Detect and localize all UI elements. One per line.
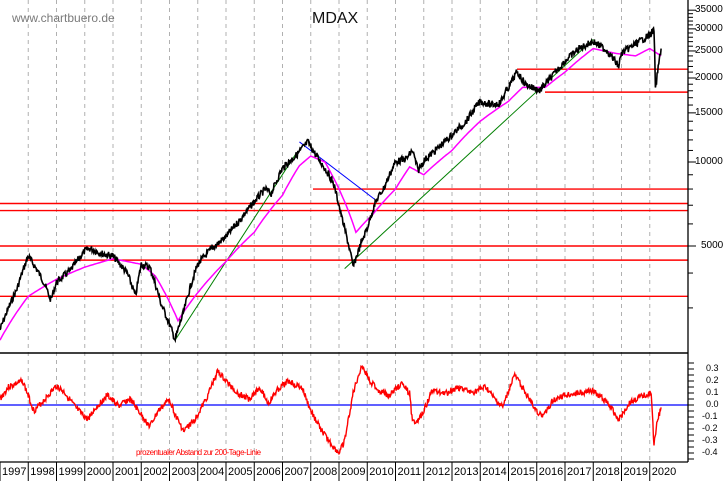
- indicator-tick-label: 0.2: [706, 375, 719, 385]
- x-tick-label: 2020: [651, 466, 677, 478]
- x-tick-label: 2015: [510, 466, 535, 478]
- indicator-tick-label: 0.0: [706, 399, 719, 409]
- y-tick-label: 10000: [695, 156, 723, 167]
- indicator-tick-label: -0.4: [702, 447, 718, 457]
- x-tick-label: 2011: [397, 466, 422, 478]
- indicator-label: prozentualer Abstand zur 200-Tage-Linie: [136, 448, 261, 457]
- x-tick-label: 2000: [86, 466, 112, 478]
- x-tick-label: 2012: [425, 466, 451, 478]
- x-tick-label: 2009: [341, 466, 366, 478]
- indicator-tick-label: -0.2: [702, 423, 718, 433]
- indicator-tick-label: 0.1: [706, 387, 719, 397]
- y-tick-label: 25000: [695, 44, 723, 56]
- x-tick-label: 2002: [143, 466, 168, 478]
- x-tick-label: 2013: [454, 466, 479, 478]
- watermark: www.chartbuero.de: [12, 11, 115, 25]
- x-tick-label: 1997: [2, 466, 27, 478]
- uptrend-line: [344, 39, 594, 269]
- x-tick-label: 2010: [369, 466, 394, 478]
- x-tick-label: 2016: [538, 466, 564, 478]
- y-axis-ticks: [688, 9, 696, 460]
- indicator-tick-label: -0.3: [702, 435, 718, 445]
- x-tick-label: 1998: [30, 466, 55, 478]
- price-line: [0, 25, 662, 344]
- x-tick-label: 1999: [58, 466, 83, 478]
- x-tick-label: 2014: [482, 466, 507, 478]
- x-tick-label: 2004: [199, 466, 225, 478]
- x-tick-label: 2008: [312, 466, 338, 478]
- x-tick-label: 2003: [171, 466, 196, 478]
- y-tick-label: 35000: [695, 4, 723, 16]
- indicator-line: [0, 364, 662, 456]
- y-tick-label: 30000: [695, 22, 723, 34]
- y-tick-label: 20000: [695, 72, 723, 83]
- x-tick-label: 2017: [567, 466, 592, 478]
- y-tick-label: 15000: [695, 106, 723, 118]
- indicator-tick-label: 0.3: [706, 363, 719, 373]
- x-tick-label: 2006: [256, 466, 281, 478]
- ma200-line: [0, 47, 662, 341]
- x-tick-label: 2018: [595, 466, 620, 478]
- x-axis-ticks: [0, 462, 651, 481]
- x-tick-label: 2019: [623, 466, 648, 478]
- y-tick-label: 5000: [701, 240, 723, 251]
- x-tick-label: 2005: [228, 466, 253, 478]
- indicator-tick-label: -0.1: [702, 411, 718, 421]
- x-tick-label: 2007: [284, 466, 309, 478]
- x-tick-label: 2001: [115, 466, 140, 478]
- chart-title: MDAX: [312, 10, 359, 27]
